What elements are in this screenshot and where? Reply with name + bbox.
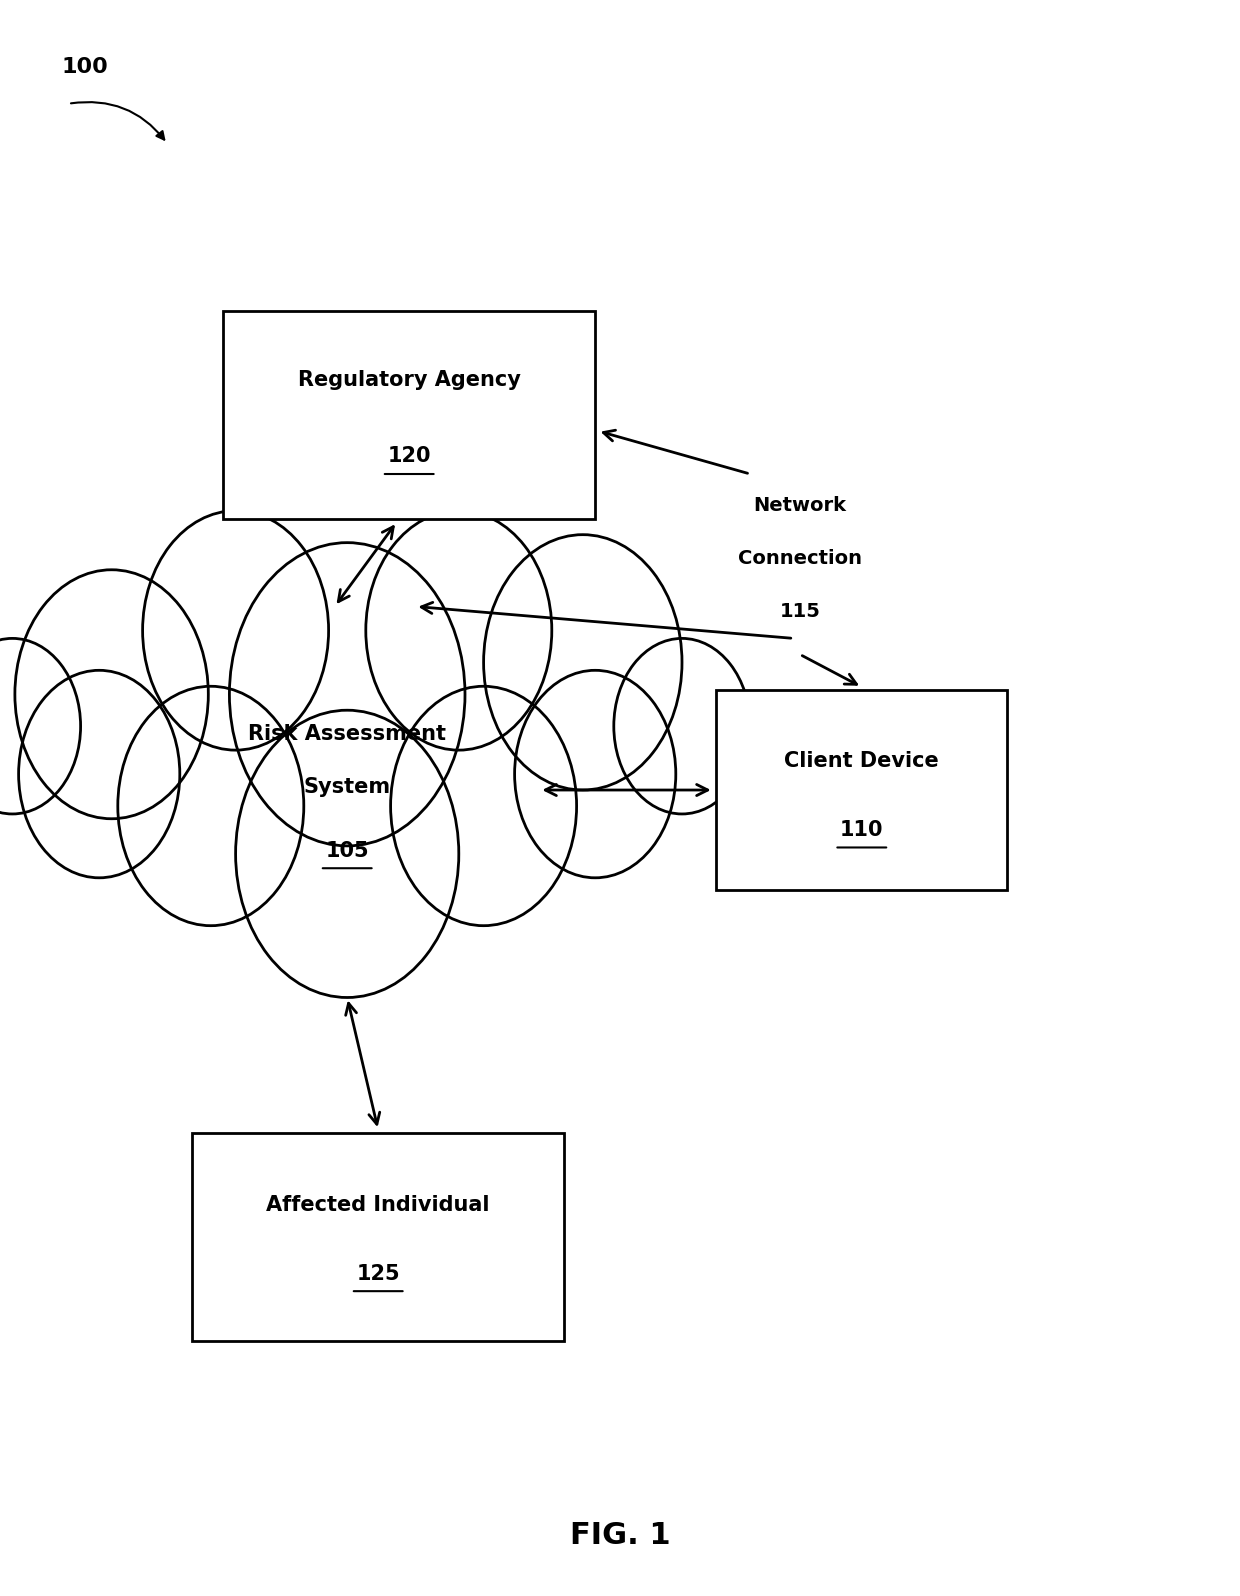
Circle shape: [15, 570, 208, 819]
Circle shape: [229, 543, 465, 846]
Circle shape: [391, 686, 577, 926]
Text: FIG. 1: FIG. 1: [569, 1521, 671, 1550]
FancyBboxPatch shape: [223, 311, 595, 519]
Circle shape: [143, 511, 329, 750]
Text: Connection: Connection: [738, 549, 862, 568]
Text: Regulatory Agency: Regulatory Agency: [298, 370, 521, 389]
Text: Network: Network: [754, 496, 847, 516]
Text: Risk Assessment: Risk Assessment: [248, 725, 446, 744]
Text: 100: 100: [62, 57, 109, 77]
Text: Client Device: Client Device: [785, 752, 939, 771]
Text: 105: 105: [325, 841, 370, 860]
Circle shape: [236, 710, 459, 998]
Text: Affected Individual: Affected Individual: [267, 1195, 490, 1215]
Circle shape: [614, 638, 750, 814]
Text: System: System: [304, 777, 391, 796]
Circle shape: [366, 511, 552, 750]
FancyArrowPatch shape: [71, 102, 164, 139]
Circle shape: [118, 686, 304, 926]
Text: 110: 110: [839, 820, 884, 839]
Circle shape: [484, 535, 682, 790]
Text: 115: 115: [780, 602, 820, 621]
Text: 120: 120: [387, 447, 432, 466]
Text: 125: 125: [356, 1264, 401, 1283]
Circle shape: [0, 638, 81, 814]
Circle shape: [19, 670, 180, 878]
Circle shape: [515, 670, 676, 878]
FancyBboxPatch shape: [715, 689, 1007, 891]
FancyBboxPatch shape: [192, 1133, 564, 1341]
